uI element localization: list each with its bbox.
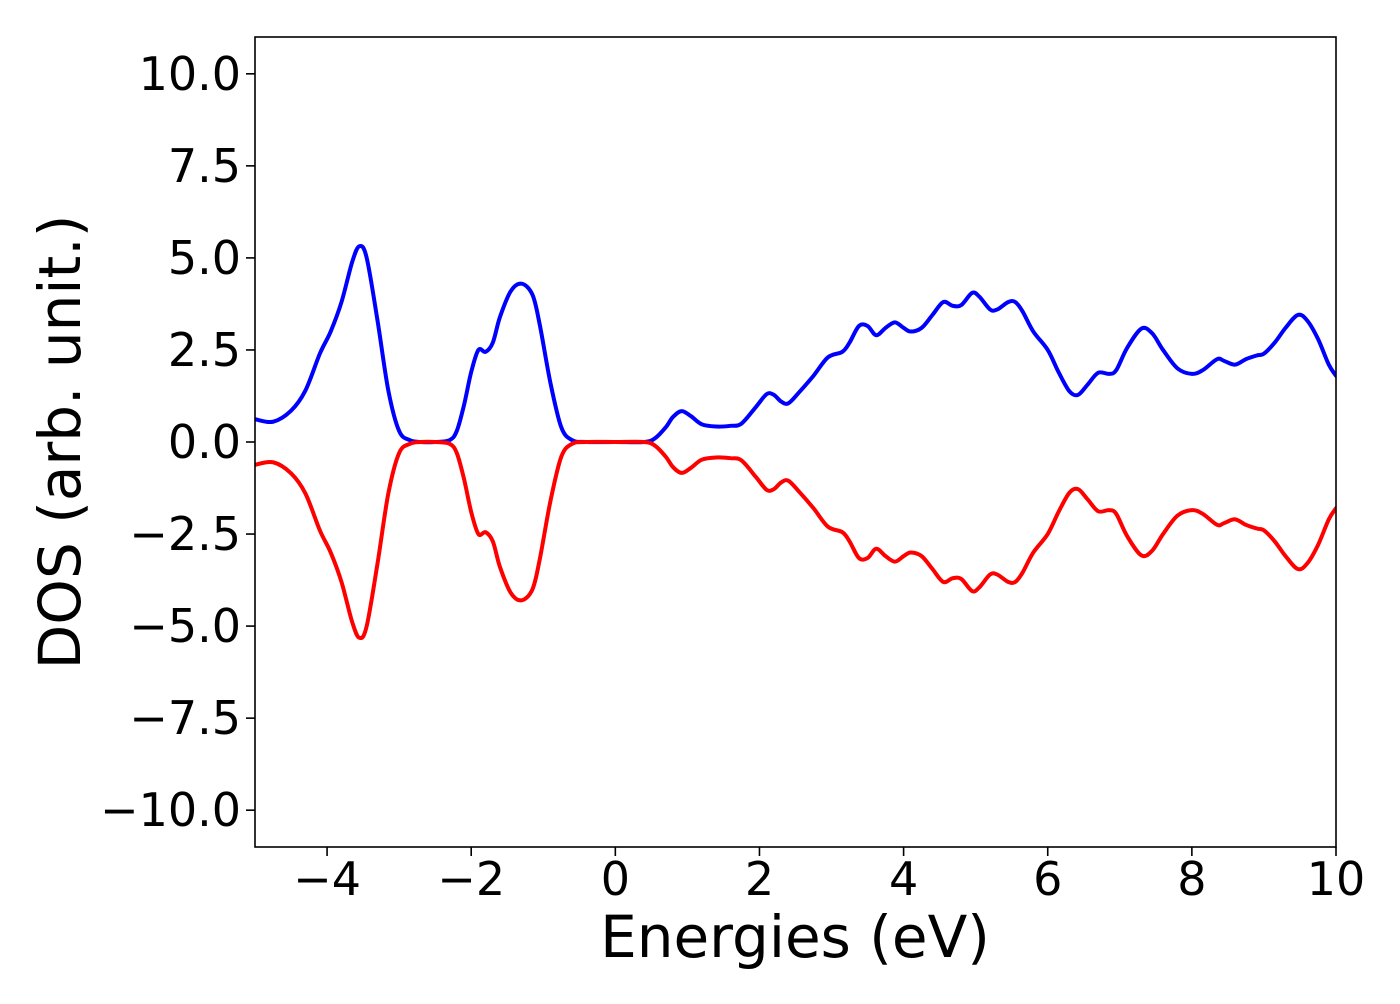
x-tick-label: 6 — [1033, 852, 1062, 906]
series-line-1 — [255, 243, 1336, 445]
series-line-2 — [255, 439, 1336, 641]
y-axis-label: DOS (arb. unit.) — [26, 215, 94, 670]
y-tick-label: 5.0 — [168, 231, 241, 285]
x-axis-label: Energies (eV) — [600, 903, 990, 971]
x-tick-label: 10 — [1307, 852, 1366, 906]
series-layer — [255, 243, 1336, 641]
y-tick-label: 7.5 — [168, 139, 241, 193]
x-tick-label: 0 — [601, 852, 630, 906]
y-axis: 10.0 7.5 5.0 2.5 0.0 −2.5 −5.0 −7.5 −10.0 — [100, 47, 255, 837]
y-tick-label: −5.0 — [129, 599, 241, 653]
y-tick-label: −7.5 — [129, 691, 241, 745]
x-tick-label: −2 — [437, 852, 505, 906]
x-tick-label: 8 — [1177, 852, 1206, 906]
x-tick-label: 4 — [889, 852, 918, 906]
y-tick-label: 2.5 — [168, 323, 241, 377]
y-tick-label: 10.0 — [139, 47, 241, 101]
x-tick-label: 2 — [745, 852, 774, 906]
x-axis: −4 −2 0 2 4 6 8 10 — [293, 847, 1365, 906]
x-tick-label: −4 — [293, 852, 361, 906]
y-tick-label: −2.5 — [129, 507, 241, 561]
y-tick-label: 0.0 — [168, 415, 241, 469]
y-tick-label: −10.0 — [100, 783, 241, 837]
